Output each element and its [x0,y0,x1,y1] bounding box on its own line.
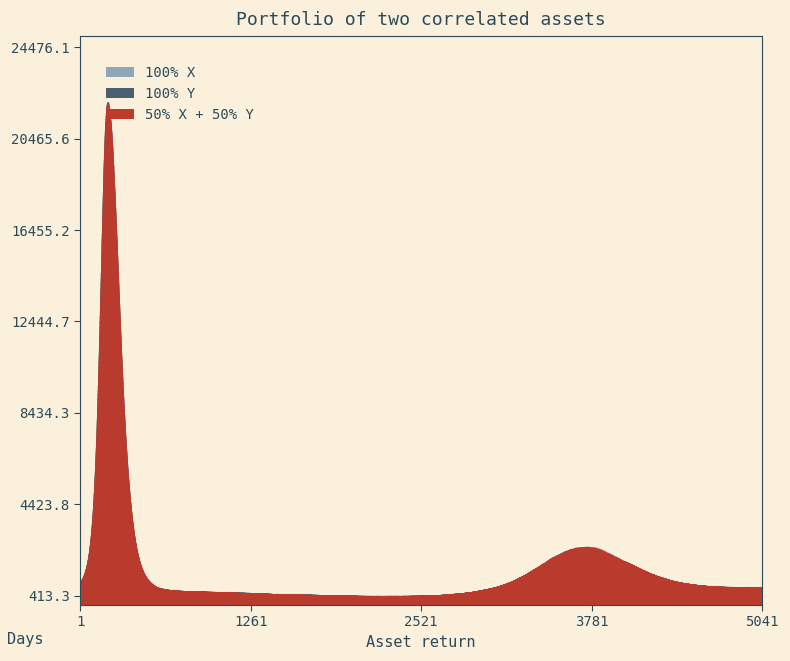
Legend: 100% X, 100% Y, 50% X + 50% Y: 100% X, 100% Y, 50% X + 50% Y [101,60,260,127]
X-axis label: Asset return: Asset return [367,635,476,650]
Y-axis label: Days: Days [7,631,43,646]
Title: Portfolio of two correlated assets: Portfolio of two correlated assets [236,11,606,29]
